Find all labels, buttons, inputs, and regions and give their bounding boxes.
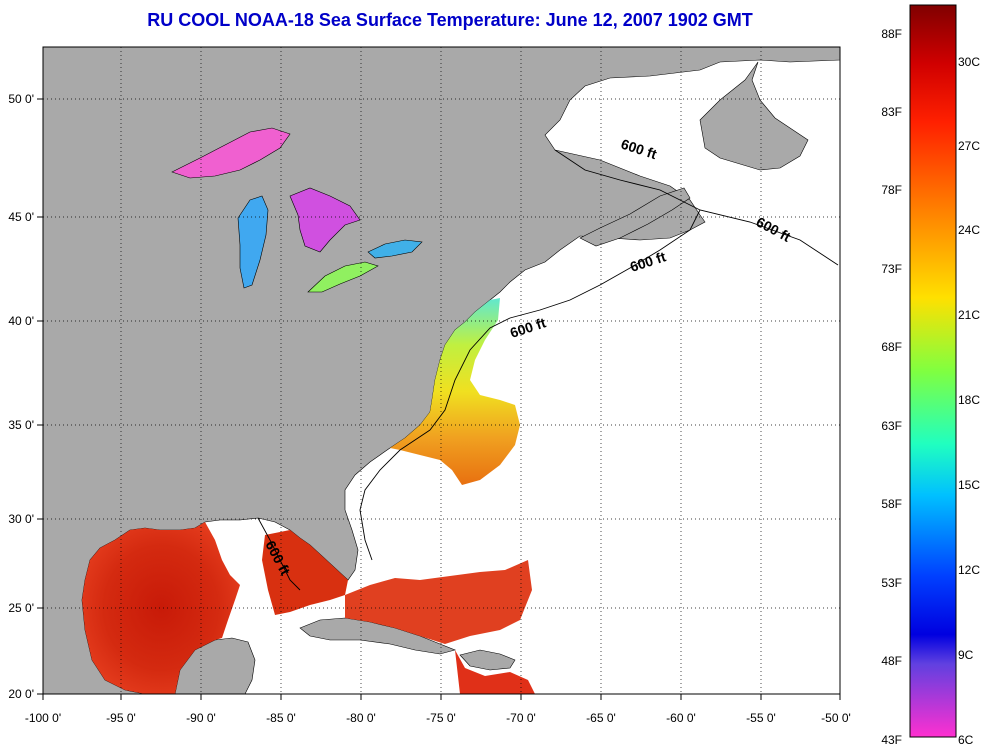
lon-tick-label: -100 0': [25, 711, 61, 725]
lat-tick-label: 45 0': [8, 210, 34, 224]
lon-tick-label: -90 0': [186, 711, 216, 725]
caribbean-sst: [345, 560, 532, 644]
lon-tick-label: -70 0': [506, 711, 536, 725]
east-coast-sst: [390, 298, 520, 485]
map-content: 600 ft 600 ft 600 ft 600 ft 600 ft: [43, 47, 840, 694]
gulf-sst: [82, 522, 240, 694]
colorbar-f-label: 58F: [881, 497, 902, 511]
colorbar-f-label: 43F: [881, 733, 902, 747]
lon-tick-label: -85 0': [266, 711, 296, 725]
colorbar-f-label: 48F: [881, 654, 902, 668]
hispaniola-land: [459, 649, 516, 671]
lat-tick-label: 25 0': [8, 601, 34, 615]
colorbar-c-label: 30C: [958, 55, 980, 69]
tick-marks: [37, 98, 841, 700]
lon-tick-label: -80 0': [346, 711, 376, 725]
grid-lines: [43, 47, 840, 694]
colorbar-c-label: 27C: [958, 139, 980, 153]
colorbar-f-label: 78F: [881, 183, 902, 197]
lat-tick-label: 35 0': [8, 418, 34, 432]
lat-tick-label: 30 0': [8, 512, 34, 526]
colorbar-f-label: 53F: [881, 576, 902, 590]
lake-erie: [307, 261, 379, 293]
lat-tick-label: 20 0': [8, 687, 34, 701]
map-title: RU COOL NOAA-18 Sea Surface Temperature:…: [147, 10, 753, 30]
lake-michigan: [237, 195, 269, 289]
colorbar-f-label: 73F: [881, 262, 902, 276]
colorbar-c-label: 21C: [958, 308, 980, 322]
lon-tick-label: -95 0': [106, 711, 136, 725]
colorbar: 88F 83F 78F 73F 68F 63F 58F 53F 48F 43F …: [881, 4, 980, 747]
lon-tick-label: -75 0': [426, 711, 456, 725]
lon-tick-label: -60 0': [666, 711, 696, 725]
colorbar-f-label: 63F: [881, 419, 902, 433]
lon-tick-label: -50 0': [821, 711, 851, 725]
isobath-600ft: [257, 149, 839, 591]
colorbar-c-label: 9C: [958, 648, 974, 662]
florida-gulf-sst: [262, 530, 348, 615]
colorbar-f-label: 83F: [881, 105, 902, 119]
colorbar-c-label: 18C: [958, 393, 980, 407]
lake-huron: [289, 187, 361, 253]
lon-tick-label: -55 0': [746, 711, 776, 725]
colorbar-gradient: [909, 4, 957, 738]
lake-superior: [171, 127, 291, 179]
longitude-labels: -100 0' -95 0' -90 0' -85 0' -80 0' -75 …: [25, 711, 851, 725]
colorbar-celsius-labels: 30C 27C 24C 21C 18C 15C 12C 9C 6C: [958, 55, 980, 747]
colorbar-f-label: 68F: [881, 340, 902, 354]
colorbar-f-label: 88F: [881, 27, 902, 41]
lat-tick-label: 40 0': [8, 314, 34, 328]
colorbar-c-label: 12C: [958, 563, 980, 577]
lon-tick-label: -65 0': [586, 711, 616, 725]
colorbar-c-label: 24C: [958, 223, 980, 237]
colorbar-fahrenheit-labels: 88F 83F 78F 73F 68F 63F 58F 53F 48F 43F: [881, 27, 902, 747]
latitude-labels: 50 0' 45 0' 40 0' 35 0' 30 0' 25 0' 20 0…: [8, 92, 34, 701]
south-caribbean-sst: [455, 650, 535, 694]
colorbar-c-label: 6C: [958, 733, 974, 747]
lat-tick-label: 50 0': [8, 92, 34, 106]
colorbar-c-label: 15C: [958, 478, 980, 492]
lake-ontario: [367, 239, 423, 259]
newfoundland-land: [699, 61, 809, 171]
